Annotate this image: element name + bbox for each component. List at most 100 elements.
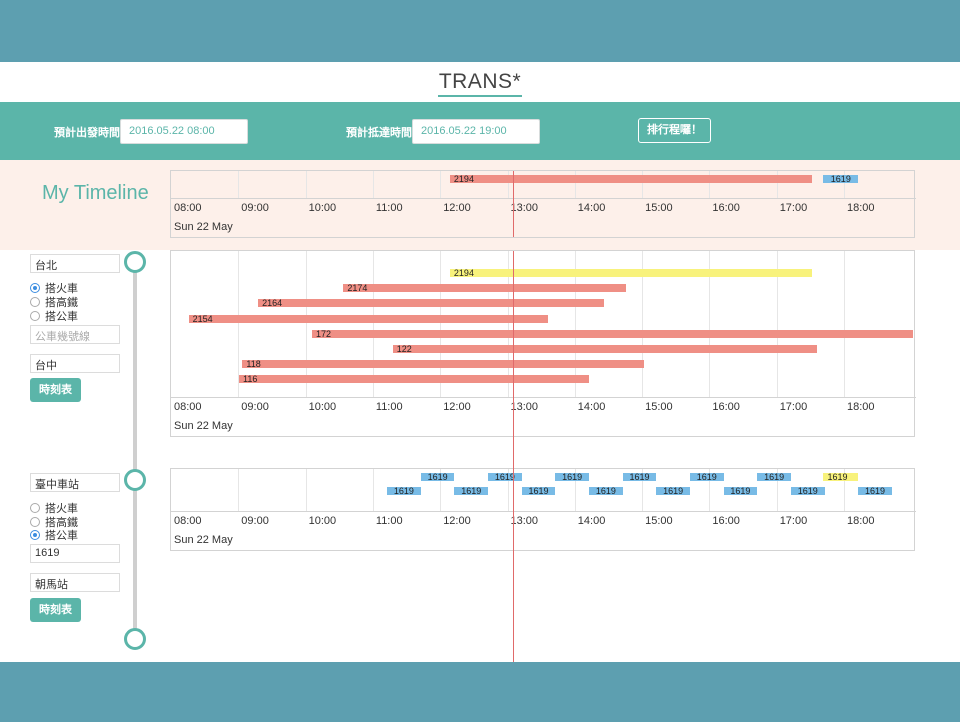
route-node-start[interactable] <box>124 251 146 273</box>
axis-tick-label: 10:00 <box>308 202 337 214</box>
axis-tick-label: 18:00 <box>847 515 875 527</box>
from-station-input[interactable]: 台北 <box>30 254 120 273</box>
from-station-input[interactable]: 臺中車站 <box>30 473 120 492</box>
grid-line <box>305 171 307 198</box>
axis-tick-label: 08:00 <box>174 401 202 413</box>
radio-bus[interactable]: 搭公車 <box>30 308 78 324</box>
timeline-bar[interactable]: 1619 <box>823 473 859 482</box>
bus-line-input[interactable]: 1619 <box>30 544 120 563</box>
timeline-bar[interactable]: 1619 <box>723 487 758 496</box>
axis-tick-label: 11:00 <box>375 515 403 527</box>
axis-line <box>171 198 916 199</box>
axis-tick-label: 13:00 <box>510 202 539 214</box>
grid-line <box>238 469 240 511</box>
bus-line-input[interactable]: 公車幾號線 <box>30 325 120 344</box>
timeline-bar[interactable]: 2194 <box>449 175 813 184</box>
grid-line <box>709 171 711 198</box>
route-node-end[interactable] <box>124 628 146 650</box>
grid-line <box>372 171 374 198</box>
timeline-bar[interactable]: 1619 <box>790 487 825 496</box>
radio-train[interactable]: 搭火車 <box>30 280 78 296</box>
arrive-time-input[interactable]: 2016.05.22 19:00 <box>412 119 540 144</box>
schedule-button[interactable]: 排行程囉！ <box>638 118 711 143</box>
bottom-banner <box>0 662 960 722</box>
grid-line <box>844 469 845 511</box>
grid-line <box>440 469 442 511</box>
logo[interactable]: TRANS* <box>0 62 960 102</box>
grid-line <box>642 251 644 397</box>
timeline-bar[interactable]: 1619 <box>420 473 455 482</box>
timeline-bar[interactable]: 2174 <box>343 284 627 293</box>
timeline-bar[interactable]: 1619 <box>858 487 892 496</box>
timeline-bar[interactable]: 1619 <box>656 487 690 496</box>
grid-line <box>238 171 240 198</box>
radio-label: 搭公車 <box>45 311 78 323</box>
axis-tick-label: 09:00 <box>241 202 269 214</box>
axis-tick-label: 10:00 <box>308 401 337 413</box>
timeline-bar[interactable]: 1619 <box>589 487 623 496</box>
axis-tick-label: 11:00 <box>375 202 403 214</box>
axis-tick-label: 09:00 <box>241 515 269 527</box>
axis-tick-label: 13:00 <box>510 515 539 527</box>
axis-tick-label: 12:00 <box>443 401 471 413</box>
axis-tick-label: 17:00 <box>779 515 808 527</box>
search-bar: 預計出發時間 2016.05.22 08:00 預計抵達時間 2016.05.2… <box>0 102 960 160</box>
grid-line <box>305 469 307 511</box>
depart-time-label: 預計出發時間 <box>54 127 120 139</box>
current-time-line <box>513 171 514 237</box>
grid-line <box>844 251 845 397</box>
depart-time-input[interactable]: 2016.05.22 08:00 <box>120 119 248 144</box>
to-station-input[interactable]: 台中 <box>30 354 120 373</box>
axis-date-label: Sun 22 May <box>174 420 233 432</box>
timeline-bar[interactable]: 122 <box>392 345 817 354</box>
timeline-bar[interactable]: 1619 <box>387 487 421 496</box>
radio-dot <box>30 517 40 527</box>
axis-date-label: Sun 22 May <box>174 534 233 546</box>
timeline-bar[interactable]: 118 <box>242 360 644 369</box>
timeline-bar[interactable]: 2154 <box>188 314 548 323</box>
route-track <box>133 262 137 638</box>
timeline-bar[interactable]: 1619 <box>555 473 589 482</box>
axis-tick-label: 18:00 <box>847 401 875 413</box>
axis-tick-label: 16:00 <box>712 401 740 413</box>
grid-line <box>574 469 576 511</box>
timeline-bar[interactable]: 1619 <box>521 487 556 496</box>
route-node-transfer[interactable] <box>124 469 146 491</box>
timetable-button[interactable]: 時刻表 <box>30 598 81 622</box>
radio-dot-selected <box>30 283 40 293</box>
grid-line <box>440 251 442 397</box>
axis-tick-label: 08:00 <box>174 202 202 214</box>
radio-train[interactable]: 搭火車 <box>30 500 78 516</box>
timeline-bar[interactable]: 1619 <box>454 487 489 496</box>
grid-line <box>507 171 509 198</box>
segment1-timeline-chart: 08:00 09:00 10:00 11:00 12:00 13:00 14:00 15:00… <box>170 250 916 437</box>
axis-tick-label: 10:00 <box>308 515 337 527</box>
axis-tick-label: 14:00 <box>577 202 606 214</box>
radio-hsr[interactable]: 搭高鐵 <box>30 514 78 530</box>
my-timeline-section: My Timeline 08:00 09:00 10:00 11:00 12:00 13:… <box>0 160 960 250</box>
timetable-button[interactable]: 時刻表 <box>30 378 81 402</box>
timeline-bar[interactable]: 1619 <box>488 473 522 482</box>
grid-line <box>574 251 576 397</box>
grid-line <box>776 171 778 198</box>
radio-label: 搭高鐵 <box>45 517 78 529</box>
axis-tick-label: 15:00 <box>645 202 673 214</box>
radio-bus[interactable]: 搭公車 <box>30 527 78 543</box>
timeline-bar[interactable]: 2194 <box>449 269 813 278</box>
timeline-bar[interactable]: 1619 <box>757 473 791 482</box>
timeline-bar[interactable]: 1619 <box>622 473 657 482</box>
grid-line <box>372 251 374 397</box>
radio-hsr[interactable]: 搭高鐵 <box>30 294 78 310</box>
radio-label: 搭公車 <box>45 530 78 542</box>
timeline-bar[interactable]: 116 <box>239 375 589 384</box>
axis-tick-label: 08:00 <box>174 515 202 527</box>
timeline-bar[interactable]: 1619 <box>689 473 724 482</box>
axis-date-label: Sun 22 May <box>174 221 233 233</box>
timeline-bar[interactable]: 172 <box>311 329 914 338</box>
timeline-bar[interactable]: 1619 <box>823 175 859 184</box>
timeline-bar[interactable]: 2164 <box>258 299 604 308</box>
radio-dot <box>30 311 40 321</box>
grid-line <box>776 251 778 397</box>
to-station-input[interactable]: 朝馬站 <box>30 573 120 592</box>
axis-tick-label: 17:00 <box>779 401 808 413</box>
